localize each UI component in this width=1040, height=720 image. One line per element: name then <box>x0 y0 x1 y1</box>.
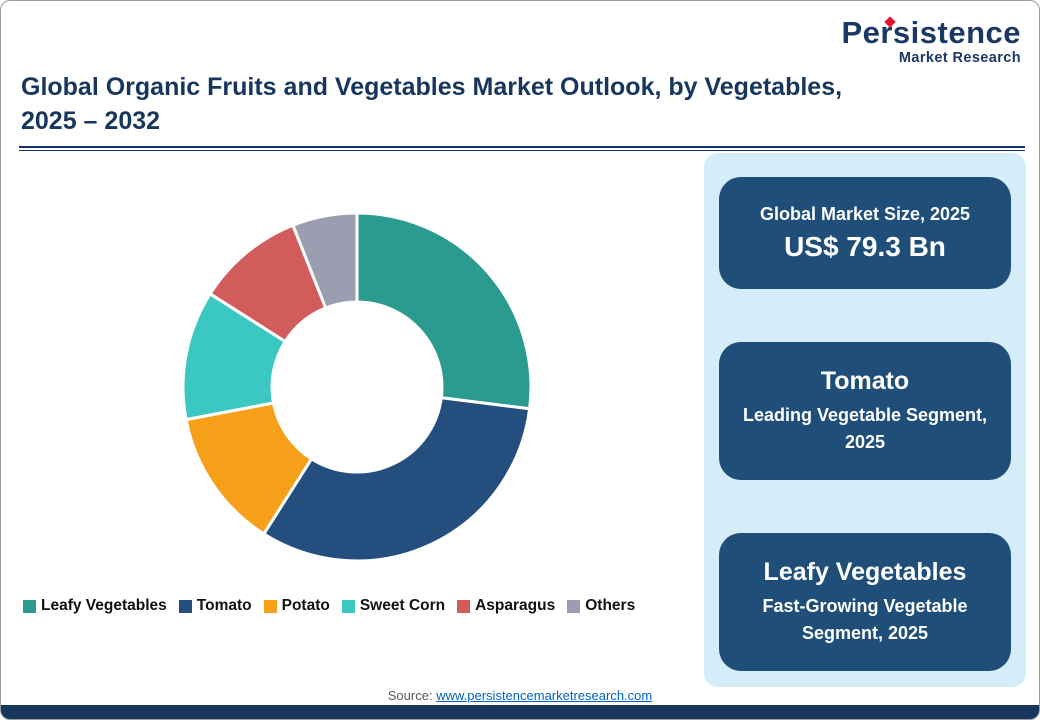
legend-swatch-icon <box>263 599 277 613</box>
donut-segment-others <box>291 211 359 310</box>
legend-label: Asparagus <box>475 597 556 614</box>
source-label: Source: <box>387 688 433 703</box>
title-divider <box>19 146 1025 151</box>
card-value: US$ 79.3 Bn <box>784 230 946 262</box>
card-heading: Global Market Size, 2025 <box>759 203 971 224</box>
legend-swatch-icon <box>341 599 355 613</box>
leading-segment-card: Tomato Leading Vegetable Segment, 2025 <box>719 342 1011 480</box>
card-value: Fast-Growing Vegetable Segment, 2025 <box>762 595 968 643</box>
legend-item: Others <box>567 597 635 615</box>
page-title-line1: Global Organic Fruits and Vegetables Mar… <box>21 73 843 101</box>
legend-item: Leafy Vegetables <box>23 597 167 615</box>
page-title-line2: 2025 – 2032 <box>21 106 161 135</box>
global-market-size-card: Global Market Size, 2025 US$ 79.3 Bn <box>719 177 1011 289</box>
donut-chart <box>181 211 533 563</box>
legend-item: Potato <box>263 597 330 615</box>
legend-swatch-icon <box>457 599 471 613</box>
page-title: Global Organic Fruits and Vegetables Mar… <box>21 71 981 138</box>
brand-tagline: Market Research <box>898 50 1021 66</box>
legend-swatch-icon <box>178 599 192 613</box>
card-heading: Leafy Vegetables <box>763 557 967 586</box>
legend-label: Potato <box>281 597 330 614</box>
legend-item: Asparagus <box>457 597 555 615</box>
brand-name: Persistence <box>841 15 1021 50</box>
bottom-bar <box>1 705 1039 719</box>
source-line: Source: www.persistencemarketresearch.co… <box>1 688 1039 703</box>
legend-label: Sweet Corn <box>359 597 446 614</box>
donut-segment-leafy-vegetables <box>355 211 533 411</box>
chart-legend: Leafy Vegetables Tomato Potato Sweet Corn As… <box>23 597 703 615</box>
card-value: Leading Vegetable Segment, 2025 <box>742 404 988 452</box>
source-link[interactable]: www.persistencemarketresearch.com <box>436 688 653 703</box>
card-heading: Tomato <box>820 366 910 395</box>
legend-swatch-icon <box>567 599 581 613</box>
legend-label: Leafy Vegetables <box>41 597 167 614</box>
highlight-panel: Global Market Size, 2025 US$ 79.3 Bn Tomat… <box>704 153 1026 687</box>
brand-logo: Persistence Market Research <box>789 15 1021 66</box>
fast-growing-segment-card: Leafy Vegetables Fast-Growing Vegetable S… <box>719 533 1011 671</box>
donut-segment-tomato <box>262 396 532 563</box>
legend-item: Sweet Corn <box>341 597 446 615</box>
legend-label: Tomato <box>196 597 252 614</box>
legend-swatch-icon <box>23 599 36 613</box>
legend-item: Tomato <box>178 597 252 615</box>
legend-label: Others <box>585 597 636 614</box>
